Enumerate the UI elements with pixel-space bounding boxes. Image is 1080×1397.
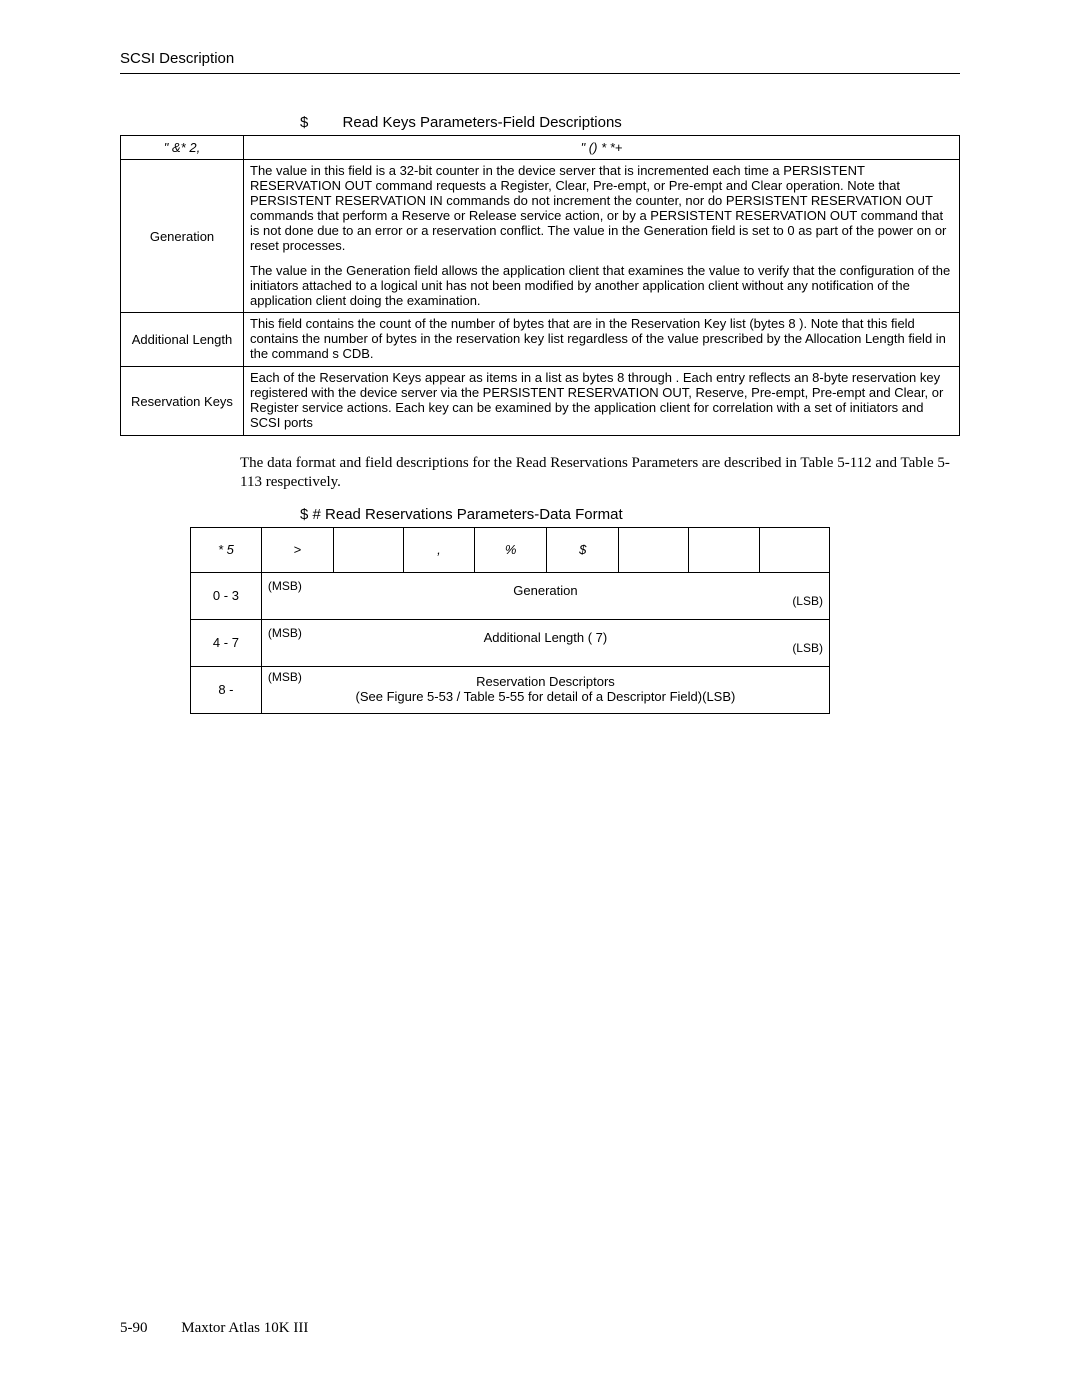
t2-h8 — [759, 527, 829, 572]
field-addlen: Additional Length — [121, 313, 244, 367]
gen-desc-p1: The value in this field is a 32-bit coun… — [250, 164, 953, 254]
field-generation: Generation — [121, 160, 244, 313]
page-number: 5-90 — [120, 1320, 148, 1336]
t2-r1-bytes: 4 - 7 — [191, 619, 262, 666]
t2-h5: $ — [547, 527, 619, 572]
table-row: 4 - 7 (MSB) Additional Length ( 7) (LSB) — [191, 619, 830, 666]
page-header: SCSI Description — [120, 50, 960, 74]
table-row: Reservation Keys Each of the Reservation… — [121, 367, 960, 436]
table1-title-num: $ — [300, 114, 308, 131]
t2-r2-center1: Reservation Descriptors — [262, 674, 829, 689]
t2-h0: * 5 — [191, 527, 262, 572]
table1: " &* 2, " () * *+ Generation The value i… — [120, 135, 960, 436]
table1-col1: " &* 2, — [121, 136, 244, 160]
t2-h7 — [689, 527, 759, 572]
field-addlen-desc: This field contains the count of the num… — [244, 313, 960, 367]
t2-h4: % — [474, 527, 547, 572]
table2-title: $ # Read Reservations Parameters-Data Fo… — [300, 506, 960, 523]
field-reskeys-desc: Each of the Reservation Keys appear as i… — [244, 367, 960, 436]
page-root: SCSI Description $ Read Keys Parameters-… — [0, 0, 1080, 1397]
t2-h3: , — [403, 527, 474, 572]
page-footer: 5-90 Maxtor Atlas 10K III — [120, 1320, 308, 1337]
table-row: 0 - 3 (MSB) Generation (LSB) — [191, 572, 830, 619]
table1-title-text: Read Keys Parameters-Field Descriptions — [343, 114, 622, 131]
t2-h1: > — [261, 527, 333, 572]
t2-h2 — [333, 527, 403, 572]
t2-r1-lsb: (LSB) — [262, 641, 829, 657]
t2-h6 — [619, 527, 689, 572]
table-row: 8 - (MSB) Reservation Descriptors (See F… — [191, 666, 830, 713]
gen-desc-p2: The value in the Generation field allows… — [250, 264, 953, 309]
table2-title-num: $ # — [300, 506, 321, 523]
body-paragraph: The data format and field descriptions f… — [240, 454, 960, 492]
t2-r0-lsb: (LSB) — [262, 594, 829, 610]
doc-title: Maxtor Atlas 10K III — [181, 1320, 308, 1336]
table1-col2: " () * *+ — [244, 136, 960, 160]
table2-title-text: Read Reservations Parameters-Data Format — [325, 506, 623, 523]
table-row: Generation The value in this field is a … — [121, 160, 960, 313]
table-row: Additional Length This field contains th… — [121, 313, 960, 367]
t2-r2-center2: (See Figure 5-53 / Table 5-55 for detail… — [262, 689, 829, 704]
t2-r0-bytes: 0 - 3 — [191, 572, 262, 619]
t2-r2-bytes: 8 - — [191, 666, 262, 713]
field-generation-desc: The value in this field is a 32-bit coun… — [244, 160, 960, 313]
field-reskeys: Reservation Keys — [121, 367, 244, 436]
table2-header-row: * 5 > , % $ — [191, 527, 830, 572]
table1-title: $ Read Keys Parameters-Field Description… — [300, 114, 960, 131]
table2: * 5 > , % $ 0 - 3 (MSB) Generation (LSB)… — [190, 527, 830, 714]
